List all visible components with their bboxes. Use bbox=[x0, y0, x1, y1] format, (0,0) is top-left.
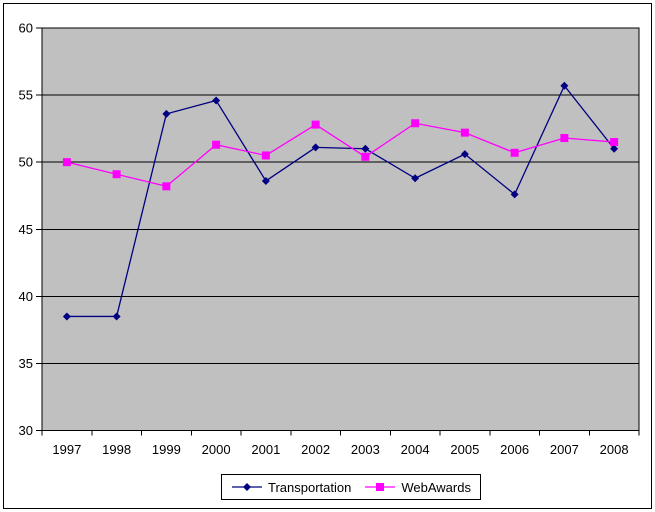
data-point-marker bbox=[212, 140, 221, 149]
y-axis-labels: 30 35 40 45 50 55 60 bbox=[19, 21, 33, 439]
data-point-marker bbox=[62, 158, 71, 167]
chart-legend: Transportation WebAwards bbox=[221, 474, 481, 500]
x-tick-label: 2000 bbox=[202, 442, 231, 457]
data-point-marker bbox=[162, 109, 171, 118]
x-tick-label: 2002 bbox=[301, 442, 330, 457]
axes-and-ticks bbox=[36, 27, 640, 436]
data-point-marker bbox=[62, 312, 71, 321]
data-point-marker bbox=[112, 170, 121, 179]
webawards-line bbox=[66, 122, 615, 188]
transportation-line bbox=[66, 84, 615, 318]
x-tick-label: 2003 bbox=[351, 442, 380, 457]
y-tick-label: 40 bbox=[19, 289, 33, 304]
line-chart: 30 35 40 45 50 55 60 1997 1998 1999 2000 2001 2002 20… bbox=[19, 21, 640, 457]
data-point-marker bbox=[261, 151, 270, 160]
data-point-marker bbox=[460, 128, 469, 137]
legend-item-transportation: Transportation bbox=[232, 480, 351, 495]
transportation-line-marker-swatch bbox=[232, 483, 262, 491]
data-point-marker bbox=[460, 150, 469, 159]
data-point-marker bbox=[311, 120, 320, 129]
data-point-marker bbox=[560, 134, 569, 143]
data-point-marker bbox=[361, 144, 370, 153]
data-point-marker bbox=[112, 312, 121, 321]
y-tick-label: 45 bbox=[19, 222, 33, 237]
x-tick-label: 2005 bbox=[450, 442, 479, 457]
data-point-marker bbox=[411, 174, 420, 183]
x-tick-label: 1997 bbox=[52, 442, 81, 457]
x-tick-label: 1999 bbox=[152, 442, 181, 457]
x-tick-label: 2007 bbox=[550, 442, 579, 457]
x-axis-labels: 1997 1998 1999 2000 2001 2002 2003 2004 2005 2006… bbox=[52, 442, 628, 457]
data-point-marker bbox=[560, 81, 569, 90]
y-tick-label: 55 bbox=[19, 88, 33, 103]
legend-label-transportation: Transportation bbox=[268, 479, 352, 495]
y-tick-label: 60 bbox=[19, 21, 33, 36]
data-point-marker bbox=[610, 144, 619, 153]
webawards-line-marker-swatch bbox=[365, 483, 396, 491]
y-tick-label: 30 bbox=[19, 423, 33, 438]
x-tick-label: 2004 bbox=[401, 442, 430, 457]
data-point-marker bbox=[610, 138, 619, 147]
data-point-marker bbox=[361, 152, 370, 161]
data-point-marker bbox=[311, 143, 320, 152]
legend-label-webawards: WebAwards bbox=[401, 479, 471, 495]
x-tick-label: 2008 bbox=[600, 442, 629, 457]
x-tick-label: 2001 bbox=[251, 442, 280, 457]
y-tick-label: 50 bbox=[19, 155, 33, 170]
x-tick-label: 1998 bbox=[102, 442, 131, 457]
x-tick-label: 2006 bbox=[500, 442, 529, 457]
data-point-marker bbox=[510, 190, 519, 199]
series-transportation bbox=[62, 81, 619, 321]
data-point-marker bbox=[411, 119, 420, 128]
data-point-marker bbox=[510, 148, 519, 157]
y-tick-label: 35 bbox=[19, 356, 33, 371]
series-webawards bbox=[62, 119, 619, 191]
legend-item-webawards: WebAwards bbox=[365, 480, 471, 495]
chart-frame: 30 35 40 45 50 55 60 1997 1998 1999 2000 2001 2002 20… bbox=[3, 3, 652, 509]
data-point-marker bbox=[212, 96, 221, 105]
data-point-marker bbox=[261, 176, 270, 185]
data-point-marker bbox=[162, 182, 171, 191]
